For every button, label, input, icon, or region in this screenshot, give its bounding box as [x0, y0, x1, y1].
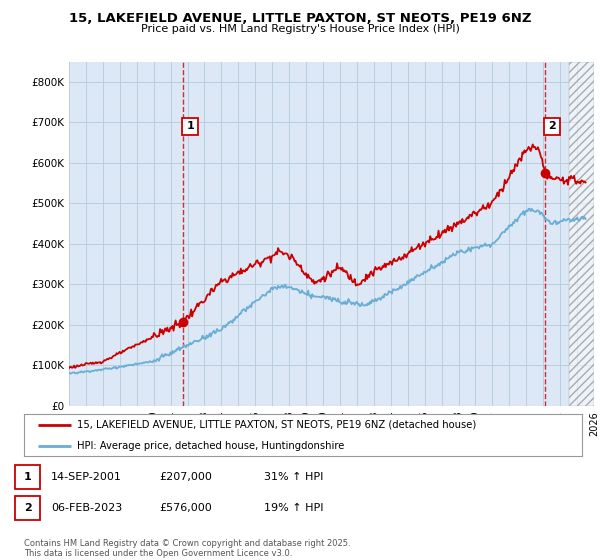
Text: Contains HM Land Registry data © Crown copyright and database right 2025.
This d: Contains HM Land Registry data © Crown c… [24, 539, 350, 558]
Text: 14-SEP-2001: 14-SEP-2001 [51, 472, 122, 482]
Text: £207,000: £207,000 [159, 472, 212, 482]
Text: Price paid vs. HM Land Registry's House Price Index (HPI): Price paid vs. HM Land Registry's House … [140, 24, 460, 34]
Text: 15, LAKEFIELD AVENUE, LITTLE PAXTON, ST NEOTS, PE19 6NZ (detached house): 15, LAKEFIELD AVENUE, LITTLE PAXTON, ST … [77, 420, 476, 430]
Text: HPI: Average price, detached house, Huntingdonshire: HPI: Average price, detached house, Hunt… [77, 441, 344, 451]
Text: 15, LAKEFIELD AVENUE, LITTLE PAXTON, ST NEOTS, PE19 6NZ: 15, LAKEFIELD AVENUE, LITTLE PAXTON, ST … [69, 12, 531, 25]
Text: 1: 1 [24, 472, 31, 482]
Bar [569, 62, 594, 406]
Text: £576,000: £576,000 [159, 503, 212, 513]
Text: 19% ↑ HPI: 19% ↑ HPI [264, 503, 323, 513]
Text: 2: 2 [24, 503, 31, 513]
Text: 1: 1 [186, 122, 194, 132]
Text: 2: 2 [548, 122, 556, 132]
Text: 06-FEB-2023: 06-FEB-2023 [51, 503, 122, 513]
Text: 31% ↑ HPI: 31% ↑ HPI [264, 472, 323, 482]
